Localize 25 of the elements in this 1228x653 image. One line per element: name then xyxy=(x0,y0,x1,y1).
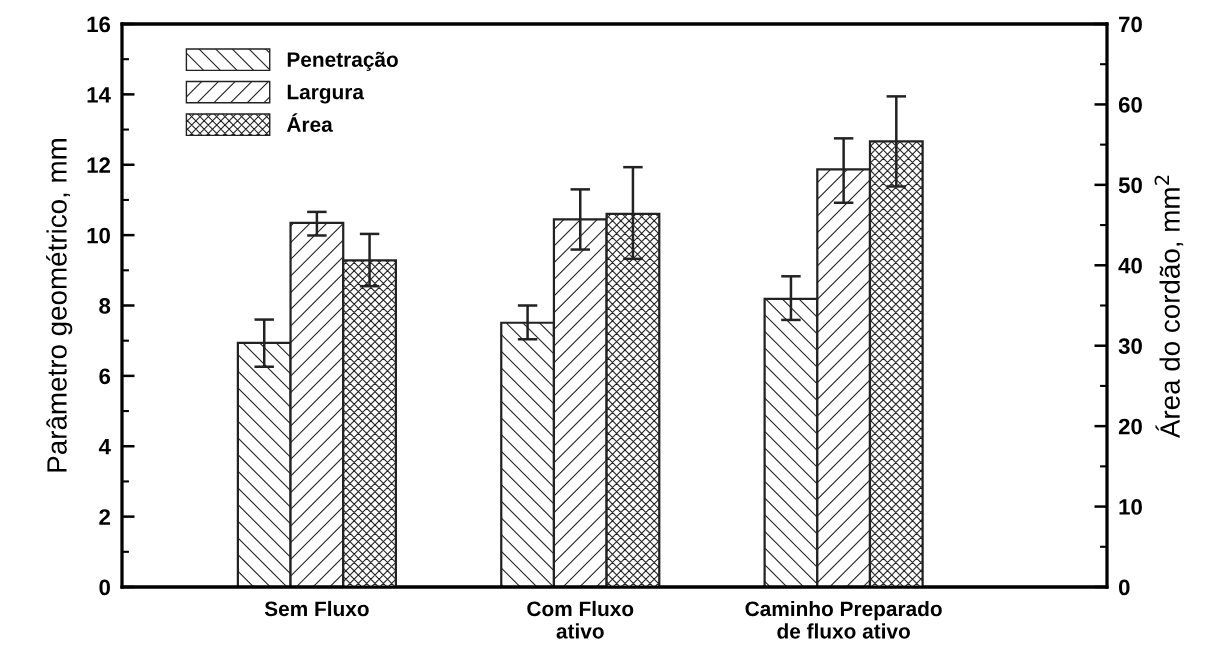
legend-label: Penetração xyxy=(287,51,398,72)
y-tick-label: 8 xyxy=(99,298,111,314)
y-axis-title: Parâmetro geométrico, mm xyxy=(46,139,73,472)
x-tick-label: Caminho Preparado de fluxo ativo xyxy=(745,600,942,639)
legend-label: Largura xyxy=(287,84,365,104)
y2-tick-label: 60 xyxy=(1118,96,1142,113)
y2-tick-label: 40 xyxy=(1118,257,1142,274)
y-tick-label: 10 xyxy=(87,227,110,244)
y2-tick-label: 10 xyxy=(1119,499,1142,515)
y2-axis-title: Área do cordão, mm$^{2}$ xyxy=(1154,175,1184,439)
legend-label: Área xyxy=(286,113,333,132)
y2-tick-label: 50 xyxy=(1118,177,1142,194)
x-tick-label: Sem Fluxo xyxy=(264,600,369,617)
y-tick-label: 6 xyxy=(99,368,111,385)
x-tick-label: Com Fluxo ativo xyxy=(527,600,634,639)
y2-tick-label: 70 xyxy=(1119,16,1142,33)
y-tick-label: 4 xyxy=(98,439,111,455)
y-tick-label: 14 xyxy=(87,87,111,103)
y-tick-label: 16 xyxy=(87,16,111,33)
y-tick-label: 0 xyxy=(99,579,110,596)
y2-tick-label: 20 xyxy=(1118,418,1142,435)
y2-tick-label: 30 xyxy=(1118,338,1142,355)
y2-tick-label: 0 xyxy=(1118,579,1130,596)
y-tick-label: 2 xyxy=(99,509,110,525)
y-tick-label: 12 xyxy=(87,157,110,173)
